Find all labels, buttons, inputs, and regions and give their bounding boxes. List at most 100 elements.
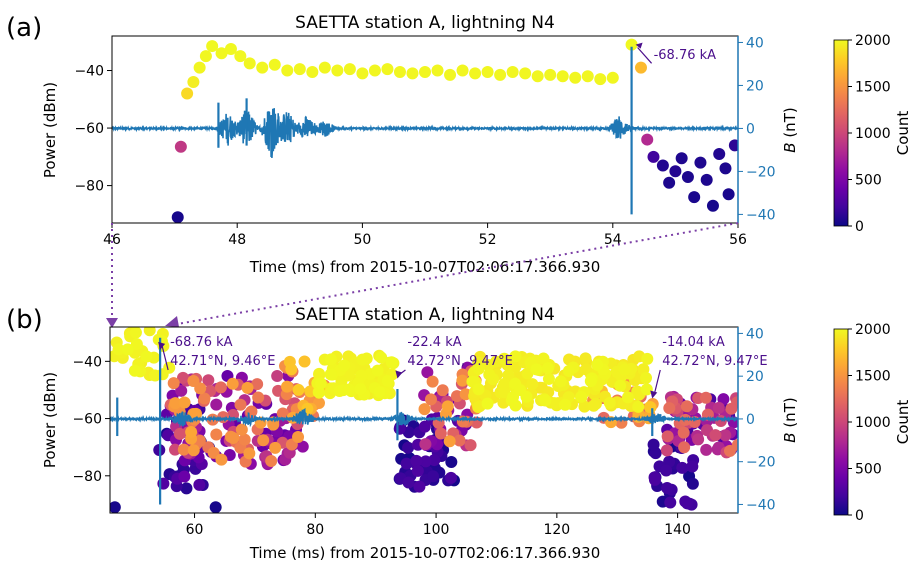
panel-b-x-ticks: 60 80 100 120 140 [186,513,691,538]
data-point [331,64,344,77]
panel-b-title: SAETTA station A, lightning N4 [295,305,555,325]
data-point [171,211,184,223]
data-point [293,63,306,76]
data-point [265,454,278,467]
x-tick-label: 80 [306,522,324,538]
panel-b-ylabel: Power (dBm) [41,372,59,468]
data-point [235,423,248,436]
data-point [298,355,311,368]
data-point [663,402,676,415]
annotation-location: 42.72°N, 9.47°E [662,354,767,369]
x-tick-label: 50 [353,232,371,248]
data-point [506,65,519,78]
panel-a: SAETTA station A, lightning N4 46 48 50 52 5… [41,13,912,276]
data-point [530,363,543,376]
data-point [140,350,153,363]
data-point [276,407,289,420]
data-point [257,434,270,447]
panel-a-y-ticks: −40 −60 −80 [74,64,112,195]
data-point [373,385,386,398]
data-point [587,399,600,412]
panel-a-y2label: B (nT) [781,107,799,152]
data-point [173,427,186,440]
data-point [554,375,567,388]
data-point [669,165,682,178]
data-point [521,367,534,380]
zoom-connectors [106,222,739,328]
data-point [269,441,282,454]
data-point [210,428,223,441]
data-point [227,431,240,444]
data-point [509,350,522,363]
data-point [256,61,269,74]
data-point [709,429,722,442]
panel-a-colorbar-label: Count [894,111,912,156]
data-point [424,393,437,406]
data-point [444,68,457,81]
data-point [676,461,689,474]
data-point [562,364,575,377]
data-point [575,390,588,403]
data-point [410,454,423,467]
data-point [456,374,469,387]
data-point [426,375,439,388]
data-point [206,40,219,53]
data-point [559,398,572,411]
colorbar-tick-label: 1500 [855,80,891,96]
data-point [421,366,434,379]
data-point [713,147,726,160]
annotation-arrowhead [395,370,403,379]
data-point [681,170,694,183]
panel-a-y2-ticks: 40 20 0 −20 −40 [737,35,776,223]
data-point [647,438,660,451]
colorbar-tick-label: 0 [855,219,864,235]
data-point [677,426,690,439]
magnetic-field-waveform [112,108,738,159]
data-point [632,400,645,413]
data-point [722,188,735,201]
data-point [431,64,444,77]
data-point [209,501,222,513]
colorbar-tick-label: 500 [855,173,882,189]
colorbar-tick-label: 2000 [855,322,891,338]
annotation-text: -22.4 kA [407,335,461,350]
y-tick-label: −60 [72,412,102,428]
data-point [625,38,638,51]
data-point [198,392,211,405]
data-point [427,470,440,483]
data-point [185,425,198,438]
panel-a-plot-area [112,38,738,223]
y2-tick-label: 0 [746,121,755,137]
data-point [541,362,554,375]
data-point [723,444,736,457]
data-point [419,65,431,78]
data-point [281,64,294,77]
data-point [375,351,388,364]
data-point [603,396,616,409]
data-point [193,61,206,74]
data-point [700,443,713,456]
data-point [675,152,688,165]
data-point [483,368,496,381]
annotation-arrowhead [650,390,658,399]
data-point [688,191,701,204]
y-tick-label: −40 [72,354,102,370]
data-point [443,435,456,448]
data-point [406,67,419,80]
panel-b-annotations: -68.76 kA 42.71°N, 9.46°E -22.4 kA 42.72°N,… [158,335,768,399]
data-point [252,391,265,404]
data-point [413,480,426,493]
annotation-arrowhead [635,42,643,49]
data-point [640,371,653,384]
data-point [453,434,466,447]
data-point [719,429,732,442]
data-point [241,381,254,394]
data-point [692,433,705,446]
data-point [498,377,511,390]
data-point [215,453,228,466]
data-point [678,441,691,454]
x-tick-label: 46 [103,232,121,248]
data-point [594,73,607,86]
panel-b: SAETTA station A, lightning N4 60 80 100 12… [41,305,912,562]
panel-b-y2-ticks: 40 20 0 −20 −40 [737,326,776,513]
